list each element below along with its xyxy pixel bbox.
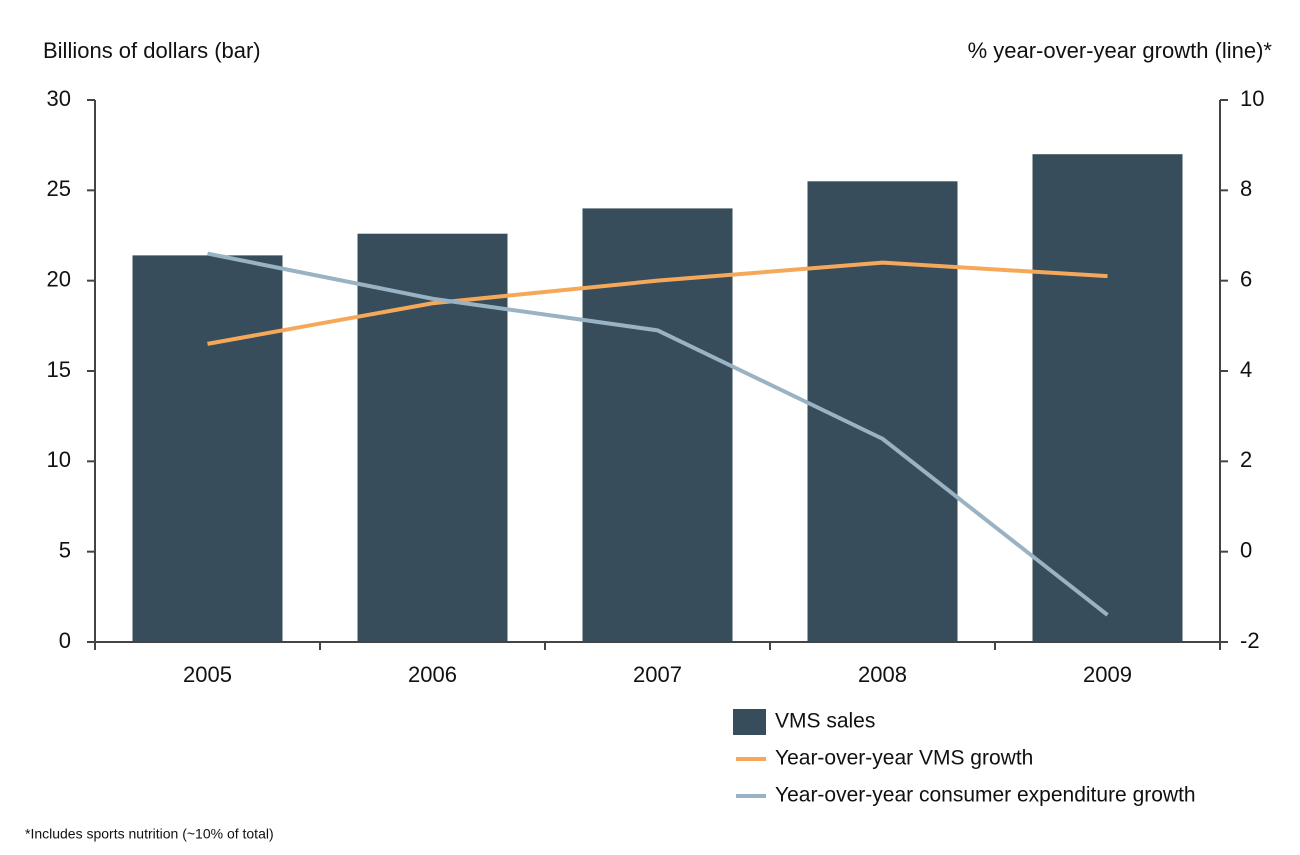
y-tick-label: 0	[59, 628, 71, 653]
y2-tick-label: 4	[1240, 357, 1252, 382]
y2-tick-label: 2	[1240, 447, 1252, 472]
y-tick-label: 10	[47, 447, 71, 472]
bar	[1032, 154, 1183, 642]
x-tick-label: 2006	[408, 662, 457, 687]
x-tick-label: 2008	[858, 662, 907, 687]
bar	[807, 181, 958, 643]
x-tick-label: 2005	[183, 662, 232, 687]
bar	[132, 255, 283, 642]
y-tick-label: 25	[47, 176, 71, 201]
y-tick-label: 15	[47, 357, 71, 382]
legend-label: Year-over-year consumer expenditure grow…	[775, 784, 1196, 807]
line-series	[207, 251, 1109, 617]
y2-tick-label: -2	[1240, 628, 1260, 653]
y-tick-label: 5	[59, 537, 71, 562]
bar	[582, 208, 733, 642]
y2-tick-label: 8	[1240, 176, 1252, 201]
y2-axis-title: % year-over-year growth (line)*	[968, 38, 1273, 63]
x-tick-label: 2007	[633, 662, 682, 687]
y-tick-label: 30	[47, 86, 71, 111]
bar	[357, 233, 508, 642]
y2-tick-label: 10	[1240, 86, 1264, 111]
y2-tick-label: 6	[1240, 266, 1252, 291]
x-tick-label: 2009	[1083, 662, 1132, 687]
y-tick-label: 20	[47, 266, 71, 291]
line-series	[207, 260, 1108, 346]
y-axis-title: Billions of dollars (bar)	[43, 38, 261, 63]
legend-swatch	[733, 709, 766, 735]
legend-label: VMS sales	[775, 710, 875, 733]
legend-label: Year-over-year VMS growth	[775, 747, 1033, 770]
y2-tick-label: 0	[1240, 537, 1252, 562]
footnote: *Includes sports nutrition (~10% of tota…	[25, 826, 274, 842]
